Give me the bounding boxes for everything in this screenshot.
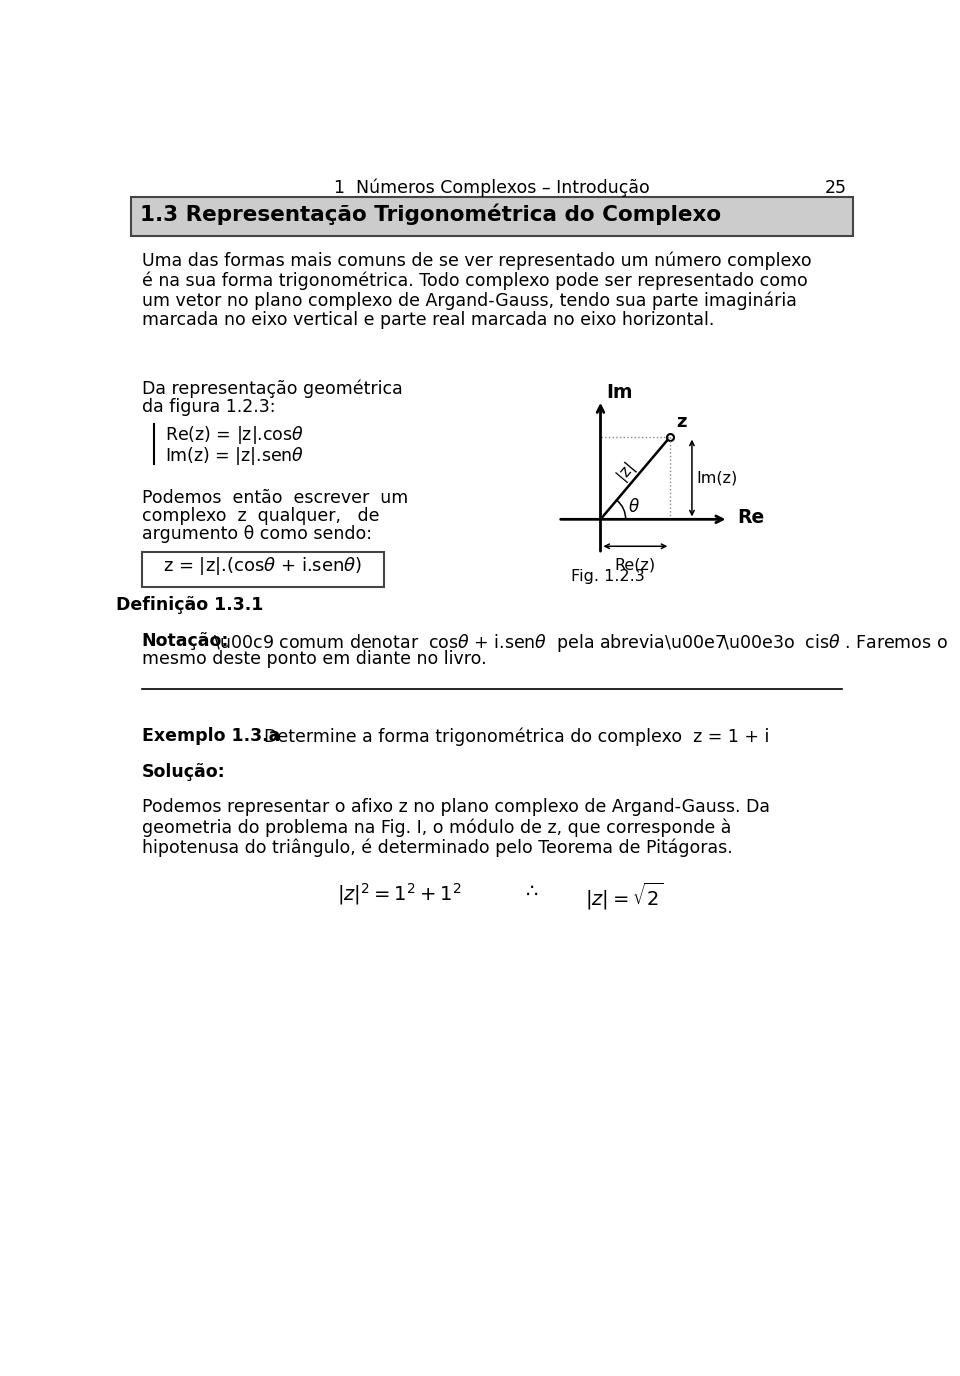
Text: Re(z): Re(z) xyxy=(614,557,656,572)
Text: geometria do problema na Fig. I, o módulo de z, que corresponde à: geometria do problema na Fig. I, o módul… xyxy=(142,819,732,837)
Text: Re(z) = |z|.cos$\mathit{\theta}$: Re(z) = |z|.cos$\mathit{\theta}$ xyxy=(165,424,304,446)
Text: $|z| = \sqrt{2}$: $|z| = \sqrt{2}$ xyxy=(585,881,662,912)
Text: um vetor no plano complexo de Argand-Gauss, tendo sua parte imaginária: um vetor no plano complexo de Argand-Gau… xyxy=(142,292,797,310)
Text: Podemos representar o afixo z no plano complexo de Argand-Gauss. Da: Podemos representar o afixo z no plano c… xyxy=(142,798,770,816)
Text: Exemplo 1.3.a: Exemplo 1.3.a xyxy=(142,728,280,746)
Text: Im(z): Im(z) xyxy=(697,471,738,486)
Text: da figura 1.2.3:: da figura 1.2.3: xyxy=(142,398,276,416)
Text: 25: 25 xyxy=(825,179,847,197)
Text: $\therefore$: $\therefore$ xyxy=(522,881,540,900)
Text: z: z xyxy=(677,413,687,431)
Bar xyxy=(142,552,383,588)
Text: Uma das formas mais comuns de se ver representado um número complexo: Uma das formas mais comuns de se ver rep… xyxy=(142,252,811,270)
Text: Re: Re xyxy=(737,508,765,527)
Text: Definição 1.3.1: Definição 1.3.1 xyxy=(116,596,263,614)
Text: Im: Im xyxy=(607,383,634,402)
Text: z = |z|.(cos$\mathit{\theta}$ + i.sen$\mathit{\theta}$): z = |z|.(cos$\mathit{\theta}$ + i.sen$\m… xyxy=(163,555,362,577)
Bar xyxy=(131,198,853,235)
Text: é na sua forma trigonométrica. Todo complexo pode ser representado como: é na sua forma trigonométrica. Todo comp… xyxy=(142,271,807,290)
Text: 1  Números Complexos – Introdução: 1 Números Complexos – Introdução xyxy=(334,179,650,198)
Text: Solução:: Solução: xyxy=(142,762,226,780)
Text: Im(z) = |z|.sen$\mathit{\theta}$: Im(z) = |z|.sen$\mathit{\theta}$ xyxy=(165,446,304,468)
Text: Determine a forma trigonométrica do complexo  z = 1 + i: Determine a forma trigonométrica do comp… xyxy=(253,728,770,746)
Text: |z|: |z| xyxy=(613,458,638,483)
Text: $\theta$: $\theta$ xyxy=(628,498,639,516)
Text: complexo  z  qualquer,   de: complexo z qualquer, de xyxy=(142,506,379,526)
Text: Podemos  então  escrever  um: Podemos então escrever um xyxy=(142,488,408,506)
Text: \u00c9 comum denotar  cos$\theta$ + i.sen$\theta$  pela abrevia\u00e7\u00e3o  ci: \u00c9 comum denotar cos$\theta$ + i.sen… xyxy=(207,632,948,654)
Text: hipotenusa do triângulo, é determinado pelo Teorema de Pitágoras.: hipotenusa do triângulo, é determinado p… xyxy=(142,838,732,857)
Text: Da representação geométrica: Da representação geométrica xyxy=(142,380,402,398)
Text: Fig. 1.2.3: Fig. 1.2.3 xyxy=(571,570,645,585)
Text: Notação:: Notação: xyxy=(142,632,229,649)
Text: argumento θ como sendo:: argumento θ como sendo: xyxy=(142,526,372,544)
Text: $|z|^2 = 1^2 + 1^2$: $|z|^2 = 1^2 + 1^2$ xyxy=(337,881,461,907)
Text: mesmo deste ponto em diante no livro.: mesmo deste ponto em diante no livro. xyxy=(142,651,487,669)
Text: 1.3 Representação Trigonométrica do Complexo: 1.3 Representação Trigonométrica do Comp… xyxy=(140,204,721,226)
Text: marcada no eixo vertical e parte real marcada no eixo horizontal.: marcada no eixo vertical e parte real ma… xyxy=(142,311,714,329)
